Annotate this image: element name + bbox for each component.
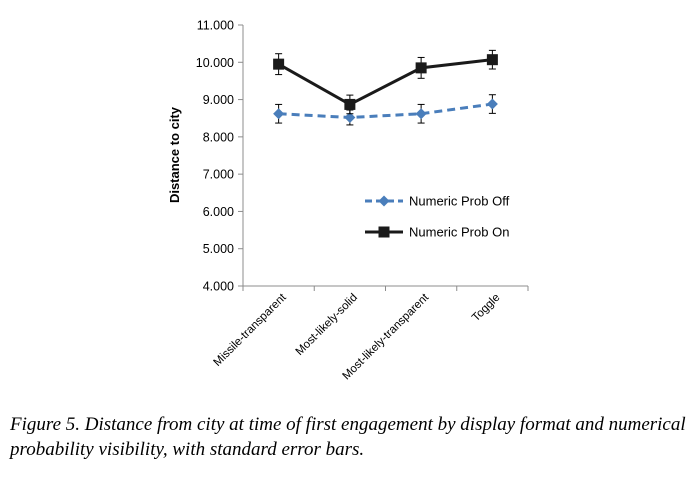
y-tick-label: 4.000 bbox=[203, 280, 234, 294]
y-tick-label: 8.000 bbox=[203, 130, 234, 144]
data-point bbox=[486, 98, 498, 110]
series-line bbox=[277, 58, 493, 107]
y-tick-labels: 4.000 5.000 6.000 7.000 8.000 9.000 10.000 11.0… bbox=[196, 19, 234, 294]
y-axis-title: Distance to city bbox=[167, 106, 182, 203]
data-point bbox=[415, 108, 427, 120]
legend-swatch-marker bbox=[378, 226, 390, 238]
y-axis bbox=[238, 24, 244, 287]
y-tick-label: 5.000 bbox=[203, 242, 234, 256]
x-tick-labels: Missile-transparent Most-likely-solidMost… bbox=[212, 291, 503, 382]
data-point bbox=[344, 111, 356, 123]
category-label: Toggle bbox=[470, 292, 502, 324]
figure-caption: Figure 5. Distance from city at time of … bbox=[10, 414, 686, 460]
data-point bbox=[415, 62, 427, 74]
legend-label: Numeric Prob On bbox=[409, 225, 509, 240]
legend-item: Numeric Prob Off bbox=[365, 194, 510, 209]
y-tick-label: 7.000 bbox=[203, 168, 234, 182]
series-line bbox=[278, 102, 493, 119]
data-point bbox=[273, 58, 285, 70]
y-tick-label: 10.000 bbox=[196, 56, 234, 70]
legend-item: Numeric Prob On bbox=[365, 225, 509, 240]
category-label: Most-likely-solid bbox=[294, 292, 360, 358]
legend: Numeric Prob Off Numeric Prob On bbox=[365, 194, 510, 240]
category-label: Missile-transparent bbox=[212, 291, 290, 369]
series-lines bbox=[273, 49, 498, 126]
data-point bbox=[486, 54, 498, 66]
y-tick-label: 11.000 bbox=[197, 19, 234, 33]
data-point bbox=[344, 98, 356, 110]
legend-label: Numeric Prob Off bbox=[409, 194, 510, 209]
y-tick-label: 6.000 bbox=[203, 205, 234, 219]
data-point bbox=[273, 108, 285, 120]
legend-swatch-marker bbox=[378, 195, 390, 207]
y-tick-label: 9.000 bbox=[203, 93, 234, 107]
x-axis bbox=[242, 285, 529, 291]
series-0 bbox=[273, 94, 498, 126]
line-chart: 4.000 5.000 6.000 7.000 8.000 9.000 10.000 11.0… bbox=[167, 19, 529, 382]
series-1 bbox=[273, 49, 498, 115]
